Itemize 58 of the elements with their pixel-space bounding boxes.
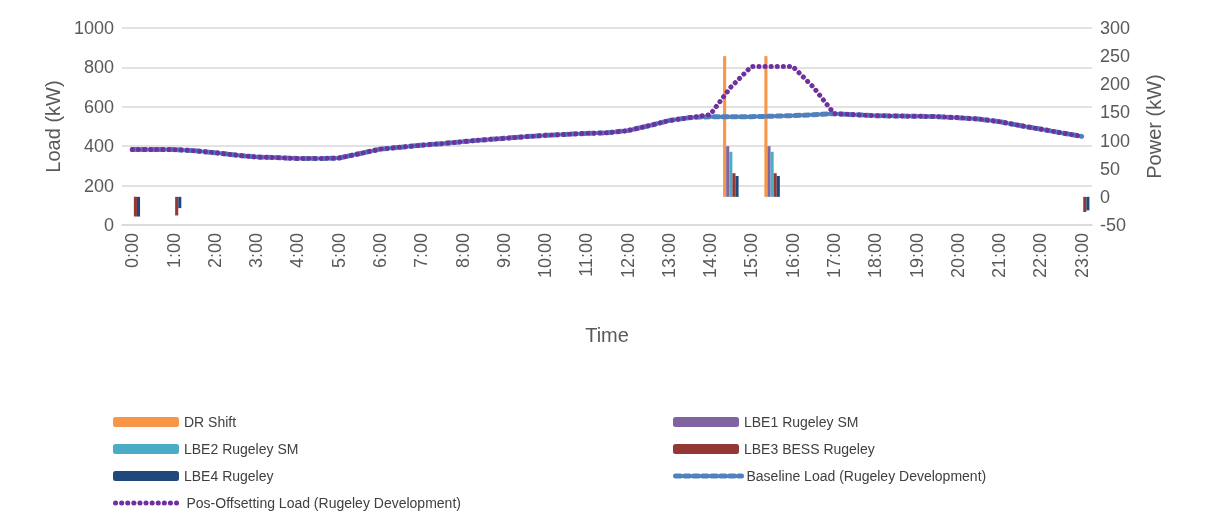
y2-tick-label: 100 [1100, 130, 1131, 151]
x-tick-label: 4:00 [287, 233, 308, 269]
bar [729, 151, 733, 197]
y-tick-label: 0 [103, 215, 114, 235]
y-tick-label: 1000 [73, 18, 114, 38]
x-tick-label: 22:00 [1030, 233, 1051, 279]
y2-tick-label: 200 [1100, 74, 1131, 95]
y2-tick-label: 0 [1100, 186, 1111, 207]
x-tick-label: 13:00 [658, 233, 679, 279]
x-tick-label: 11:00 [576, 233, 597, 277]
x-tick-label: 6:00 [369, 233, 390, 269]
y-tick-label: 400 [83, 136, 114, 157]
bar [764, 56, 768, 197]
legend-label: LBE1 Rugeley SM [744, 414, 859, 430]
legend-label: Pos-Offsetting Load (Rugeley Development) [186, 495, 461, 511]
y2-tick-label: 50 [1100, 158, 1121, 179]
y-tick-label: 200 [83, 175, 114, 196]
legend-label: LBE2 Rugeley SM [184, 441, 299, 457]
bar [178, 196, 182, 209]
y2-tick-label: -50 [1100, 215, 1127, 235]
y-axis-title: Load (kW) [42, 80, 65, 173]
x-tick-label: 1:00 [163, 233, 184, 269]
bar [726, 146, 730, 197]
x-tick-label: 8:00 [452, 233, 473, 269]
x-axis-title: Time [585, 324, 629, 346]
legend-label: LBE3 BESS Rugeley [744, 441, 875, 457]
bar [133, 196, 137, 217]
x-tick-label: 7:00 [411, 233, 432, 269]
y-tick-label: 800 [83, 57, 114, 78]
x-tick-label: 16:00 [782, 233, 803, 279]
x-tick-label: 15:00 [741, 233, 762, 279]
bar [175, 196, 179, 216]
x-tick-label: 0:00 [122, 233, 143, 269]
x-tick-label: 2:00 [204, 233, 225, 269]
x-tick-label: 10:00 [535, 233, 556, 279]
y-tick-label: 600 [83, 96, 114, 117]
x-tick-label: 17:00 [824, 233, 845, 279]
x-tick-label: 21:00 [989, 233, 1010, 279]
y2-tick-label: 250 [1100, 46, 1131, 67]
legend-label: LBE4 Rugeley [184, 468, 274, 484]
x-tick-label: 12:00 [617, 233, 638, 279]
y2-tick-label: 300 [1100, 18, 1131, 38]
x-tick-label: 9:00 [493, 233, 514, 269]
legend-label: Baseline Load (Rugeley Development) [746, 468, 987, 484]
x-tick-label: 19:00 [906, 233, 927, 279]
x-tick-label: 5:00 [328, 233, 349, 269]
x-tick-label: 23:00 [1071, 233, 1092, 279]
bar [767, 146, 771, 197]
x-tick-label: 20:00 [947, 233, 968, 279]
bar [136, 196, 141, 217]
x-tick-label: 18:00 [865, 233, 886, 279]
y2-axis-title: Power (kW) [1143, 74, 1165, 179]
legend-label: DR Shift [184, 414, 237, 430]
x-tick-label: 14:00 [700, 233, 721, 279]
bar [770, 151, 774, 197]
bar [723, 56, 727, 197]
x-tick-label: 3:00 [246, 233, 267, 269]
y2-tick-label: 150 [1100, 102, 1131, 123]
